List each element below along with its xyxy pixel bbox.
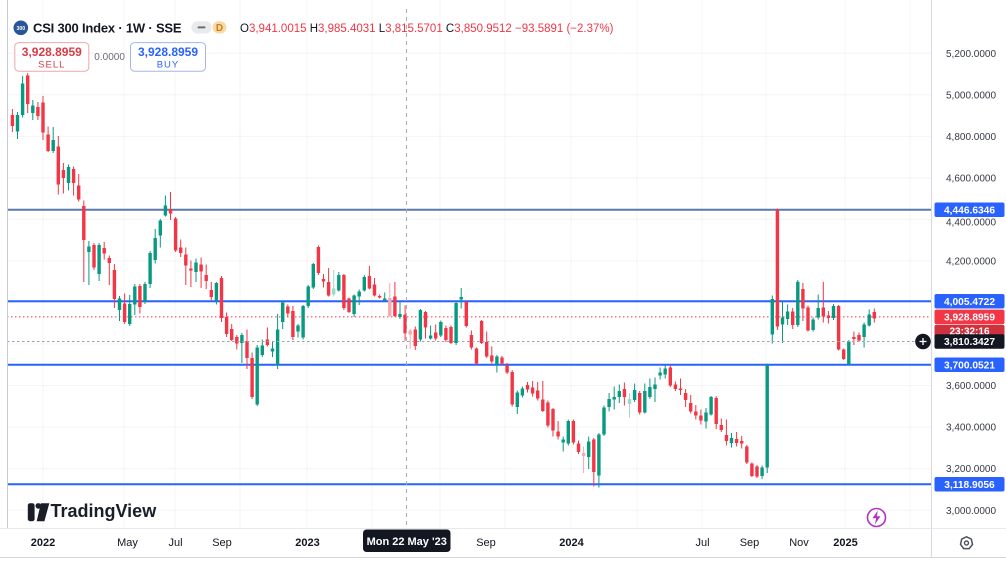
svg-text:May: May (117, 537, 138, 549)
svg-text:BUY: BUY (157, 60, 180, 71)
svg-text:2022: 2022 (31, 537, 55, 549)
svg-text:4,200.0000: 4,200.0000 (946, 257, 996, 268)
svg-text:SELL: SELL (38, 60, 65, 71)
svg-text:3,700.0521: 3,700.0521 (944, 360, 995, 371)
svg-text:4,800.0000: 4,800.0000 (946, 132, 996, 143)
svg-text:2023: 2023 (295, 537, 319, 549)
svg-text:Sep: Sep (740, 537, 760, 549)
svg-text:23:32:16: 23:32:16 (949, 327, 989, 338)
svg-text:2025: 2025 (833, 537, 857, 549)
svg-text:3,810.3427: 3,810.3427 (944, 337, 995, 348)
svg-text:Sep: Sep (476, 537, 496, 549)
svg-text:3,928.8959: 3,928.8959 (944, 313, 995, 324)
svg-text:CSI 300 Index · 1W · SSE: CSI 300 Index · 1W · SSE (33, 21, 182, 36)
svg-text:3,928.8959: 3,928.8959 (138, 45, 198, 59)
svg-text:3,000.0000: 3,000.0000 (946, 506, 996, 517)
svg-text:Jul: Jul (168, 537, 182, 549)
svg-text:O3,941.0015 H3,985.4031 L3,815: O3,941.0015 H3,985.4031 L3,815.5701 C3,8… (240, 23, 614, 35)
svg-text:4,446.6346: 4,446.6346 (944, 205, 995, 216)
svg-text:4,600.0000: 4,600.0000 (946, 174, 996, 185)
svg-text:Mon 22 May '23: Mon 22 May '23 (367, 536, 447, 548)
svg-text:Jul: Jul (695, 537, 709, 549)
svg-text:4,400.0000: 4,400.0000 (946, 218, 996, 229)
svg-text:2024: 2024 (559, 537, 584, 549)
svg-text:3,400.0000: 3,400.0000 (946, 423, 996, 434)
svg-text:5,000.0000: 5,000.0000 (946, 90, 996, 101)
svg-text:3,928.8959: 3,928.8959 (22, 45, 82, 59)
svg-text:300: 300 (16, 26, 25, 32)
svg-text:3,200.0000: 3,200.0000 (946, 464, 996, 475)
svg-text:4,005.4722: 4,005.4722 (944, 297, 995, 308)
svg-text:D: D (216, 23, 223, 34)
svg-text:TradingView: TradingView (51, 501, 158, 521)
svg-text:5,200.0000: 5,200.0000 (946, 49, 996, 60)
svg-text:0.0000: 0.0000 (94, 52, 125, 63)
svg-text:Nov: Nov (789, 537, 809, 549)
svg-text:3,118.9056: 3,118.9056 (944, 480, 995, 491)
svg-text:Sep: Sep (212, 537, 232, 549)
svg-text:3,600.0000: 3,600.0000 (946, 381, 996, 392)
